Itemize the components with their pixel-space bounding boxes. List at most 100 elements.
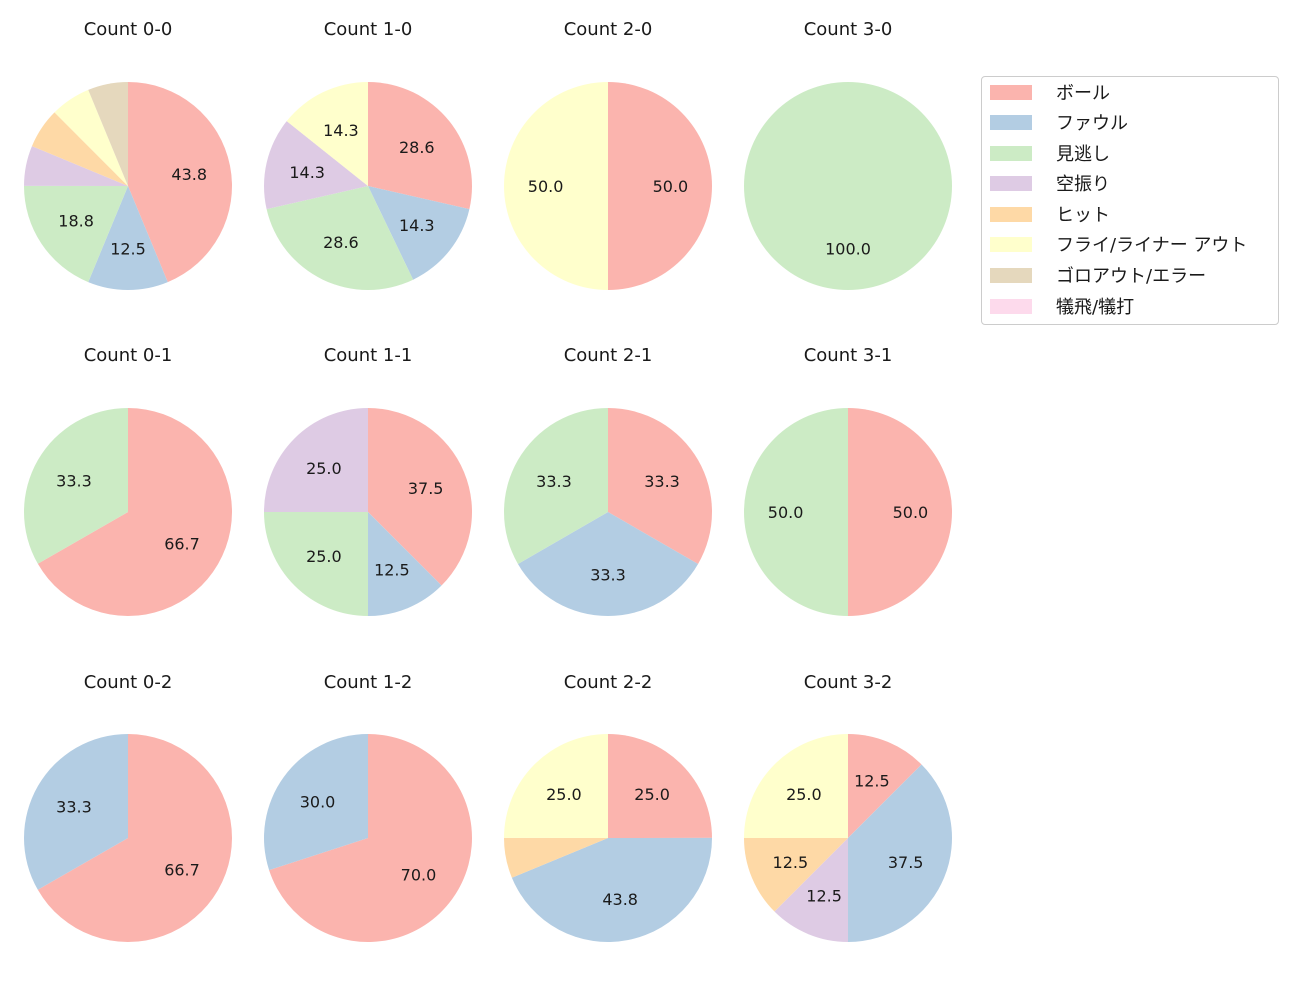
slice-label: 43.8 xyxy=(171,165,207,184)
pie-slice xyxy=(368,407,473,586)
legend-label: 見逃し xyxy=(1056,144,1110,165)
pie-count-3-1: Count 3-1 50.0 50.0 xyxy=(744,345,952,616)
slice-label: 18.8 xyxy=(58,212,94,231)
pie-count-3-0: Count 3-0 100.0 xyxy=(744,19,952,290)
slice-label: 100.0 xyxy=(825,239,871,258)
legend-item-looking: 見逃し xyxy=(990,142,1110,165)
pie-title: Count 0-2 xyxy=(84,672,173,693)
pie-slice xyxy=(23,408,128,564)
legend-label: ファウル xyxy=(1056,113,1128,134)
slice-label: 66.7 xyxy=(164,860,200,879)
legend-item-hit: ヒット xyxy=(990,203,1110,226)
slice-label: 50.0 xyxy=(893,503,929,522)
slice-label: 28.6 xyxy=(399,138,435,157)
slice-label: 37.5 xyxy=(888,853,924,872)
pie-slice xyxy=(264,408,368,512)
pie-slice xyxy=(504,82,608,290)
pie-count-1-0: Count 1-0 28.6 14.3 28.6 14.3 14.3 xyxy=(263,19,473,291)
pie-slice xyxy=(744,838,848,912)
legend-swatch xyxy=(990,145,1032,161)
pie-slice xyxy=(608,408,712,564)
pie-count-1-2: Count 1-2 70.0 30.0 xyxy=(263,672,472,942)
slice-label: 25.0 xyxy=(306,459,342,478)
legend-item-fly-out: フライ/ライナー アウト xyxy=(990,233,1248,256)
slice-label: 70.0 xyxy=(401,866,437,885)
pie-count-0-2: Count 0-2 66.7 33.3 xyxy=(23,672,232,942)
slice-label: 12.5 xyxy=(806,887,842,906)
slice-label: 25.0 xyxy=(546,785,582,804)
pie-slice xyxy=(848,734,922,838)
pie-count-2-2: Count 2-2 25.0 43.8 25.0 xyxy=(504,672,712,942)
pie-slice xyxy=(504,408,608,564)
slice-label: 30.0 xyxy=(300,792,336,811)
legend-label: 犠飛/犠打 xyxy=(1056,297,1135,318)
slice-label: 14.3 xyxy=(323,121,359,140)
legend-swatch xyxy=(990,236,1032,252)
legend-swatch xyxy=(990,114,1032,130)
slice-label: 33.3 xyxy=(590,565,626,584)
slice-label: 37.5 xyxy=(408,479,444,498)
legend-label: フライ/ライナー アウト xyxy=(1056,235,1248,256)
slice-label: 14.3 xyxy=(399,216,435,235)
pie-slice xyxy=(774,838,848,942)
pie-slice xyxy=(848,764,953,942)
pie-slice xyxy=(54,89,128,186)
pie-slice xyxy=(24,146,128,186)
pie-slice xyxy=(88,82,128,186)
pie-slice xyxy=(37,408,232,616)
slice-label: 12.5 xyxy=(374,561,410,580)
slice-label: 25.0 xyxy=(786,785,822,804)
pie-slice xyxy=(23,734,129,890)
pie-slice xyxy=(608,734,712,838)
pie-title: Count 2-1 xyxy=(564,345,653,366)
legend-label: ボール xyxy=(1056,83,1110,104)
legend-item-ball: ボール xyxy=(990,81,1110,104)
slice-label: 43.8 xyxy=(602,890,638,909)
pie-slice xyxy=(368,82,473,210)
slice-label: 28.6 xyxy=(323,233,359,252)
pie-slice xyxy=(368,512,442,616)
legend-swatch xyxy=(990,175,1032,191)
slice-label: 14.3 xyxy=(289,163,325,182)
pie-count-2-1: Count 2-1 33.3 33.3 33.3 xyxy=(504,345,712,616)
slice-label: 50.0 xyxy=(768,503,804,522)
legend-swatch xyxy=(990,298,1032,314)
slice-label: 50.0 xyxy=(528,177,564,196)
slice-label: 12.5 xyxy=(110,239,146,258)
slice-label: 12.5 xyxy=(773,853,809,872)
slice-label: 66.7 xyxy=(164,534,200,553)
legend-swatch xyxy=(990,84,1032,100)
slice-label: 33.3 xyxy=(56,798,92,817)
pie-slice xyxy=(744,408,848,616)
pie-title: Count 0-0 xyxy=(84,19,173,40)
pie-count-3-2: Count 3-2 12.5 37.5 12.5 12.5 25.0 xyxy=(744,672,953,942)
pie-title: Count 1-1 xyxy=(324,345,413,366)
slice-label: 33.3 xyxy=(536,472,572,491)
legend-item-ground-out: ゴロアウト/エラー xyxy=(990,264,1206,287)
pie-slice xyxy=(848,408,952,616)
slice-label: 25.0 xyxy=(306,547,342,566)
slice-label: 50.0 xyxy=(653,177,689,196)
pie-slice xyxy=(88,186,168,291)
pie-slice xyxy=(23,185,128,283)
pie-slice xyxy=(269,734,472,942)
legend-item-foul: ファウル xyxy=(990,111,1128,134)
pie-count-0-1: Count 0-1 66.7 33.3 xyxy=(23,345,232,616)
pie-slice xyxy=(368,186,470,280)
pie-slice xyxy=(608,82,712,290)
legend-item-swinging: 空振り xyxy=(990,172,1110,195)
pie-slice xyxy=(263,121,368,210)
pie-title: Count 3-0 xyxy=(804,19,893,40)
legend-label: ヒット xyxy=(1056,205,1110,226)
legend-swatch xyxy=(990,206,1032,222)
pie-title: Count 3-2 xyxy=(804,672,893,693)
legend: ボール ファウル 見逃し 空振り ヒット フライ/ライナー アウト ゴロアウト/… xyxy=(981,76,1279,325)
pie-count-1-1: Count 1-1 37.5 12.5 25.0 25.0 xyxy=(264,345,473,616)
pie-slice xyxy=(504,837,608,878)
slice-label: 33.3 xyxy=(56,472,92,491)
pie-slice xyxy=(264,512,368,616)
legend-label: 空振り xyxy=(1056,174,1110,195)
pie-title: Count 1-2 xyxy=(324,672,413,693)
pie-slice xyxy=(511,837,712,942)
